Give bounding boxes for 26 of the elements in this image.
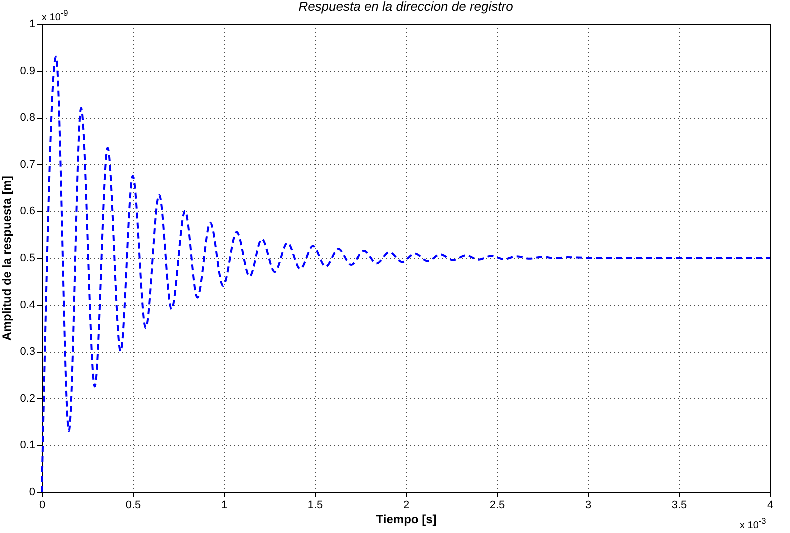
x-tick-label: 3.5	[672, 500, 688, 512]
x-tick-label: 2	[403, 500, 410, 512]
x-tick-label: 2.5	[490, 500, 506, 512]
y-tick-label: 0.5	[20, 252, 36, 264]
text: x 10$^{-9}$	[42, 8, 68, 24]
x-tick-label: 4	[767, 500, 774, 512]
y-tick-label: 0.6	[20, 206, 36, 218]
y-tick-label: 0.4	[20, 299, 36, 312]
x-tick-label: 0	[39, 500, 46, 512]
x-tick-label: 1.5	[308, 500, 324, 512]
y-tick-label: 0.3	[20, 346, 36, 358]
y-tick-label: 0.9	[20, 65, 36, 78]
y-tick-label: 1	[29, 18, 36, 30]
x-tick-label: 0.5	[126, 500, 142, 512]
y-tick-label: 0.1	[20, 440, 36, 452]
y-tick-label: 0.8	[20, 112, 36, 124]
y-axis-title: Amplitud de la respuesta [m]	[0, 176, 14, 341]
y-tick-label: 0.7	[20, 158, 36, 171]
y-tick-label: 0.2	[20, 392, 36, 405]
y-tick-label: 0	[29, 486, 36, 498]
line-series	[41, 56, 771, 493]
x-tick-label: 1	[221, 500, 228, 512]
x-axis-title: Tiempo [s]	[376, 512, 437, 526]
x-tick-label: 3	[585, 500, 592, 512]
text: x 10$^{-3}$	[740, 516, 766, 532]
chart-title: Respuesta en la direccion de registro	[298, 0, 514, 14]
